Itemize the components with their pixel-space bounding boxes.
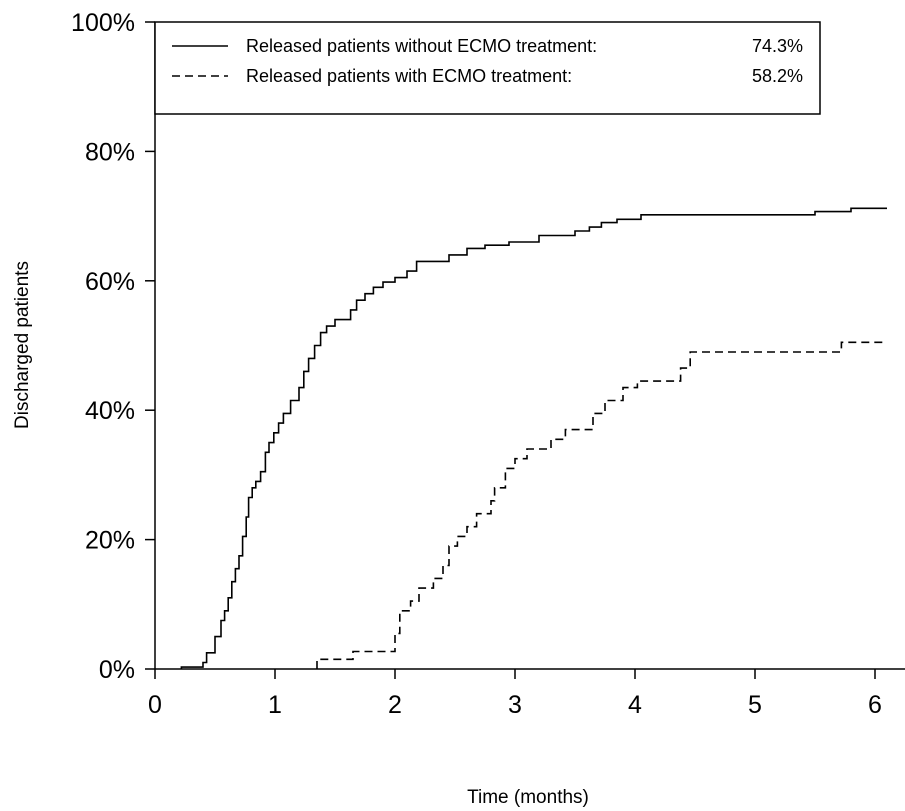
x-tick-label: 5	[748, 691, 762, 719]
x-tick-label: 3	[508, 691, 522, 719]
x-axis: 0 1 2 3 4 5 6	[148, 669, 882, 719]
y-tick-label: 0%	[99, 656, 135, 684]
legend-label: Released patients with ECMO treatment:	[246, 66, 572, 86]
x-tick-label: 4	[628, 691, 642, 719]
plot-frame	[154, 22, 905, 670]
y-tick-label: 40%	[85, 397, 135, 425]
y-tick-label: 100%	[71, 9, 135, 37]
legend-box	[154, 21, 821, 115]
y-axis: 0% 20% 40% 60% 80% 100%	[71, 9, 155, 684]
y-axis-label: Discharged patients	[12, 261, 33, 429]
legend: Released patients without ECMO treatment…	[154, 21, 821, 115]
x-tick-label: 0	[148, 691, 162, 719]
series-line-without-ecmo	[180, 207, 887, 669]
series-line-with-ecmo	[316, 341, 887, 669]
legend-value: 58.2%	[752, 66, 803, 86]
y-tick-label: 80%	[85, 138, 135, 166]
x-tick-label: 2	[388, 691, 402, 719]
series-layer	[180, 207, 887, 669]
x-tick-label: 6	[868, 691, 882, 719]
legend-label: Released patients without ECMO treatment…	[246, 36, 597, 56]
x-tick-label: 1	[268, 691, 282, 719]
x-axis-label: Time (months)	[467, 787, 589, 808]
y-tick-label: 60%	[85, 268, 135, 296]
legend-value: 74.3%	[752, 36, 803, 56]
y-tick-label: 20%	[85, 527, 135, 555]
